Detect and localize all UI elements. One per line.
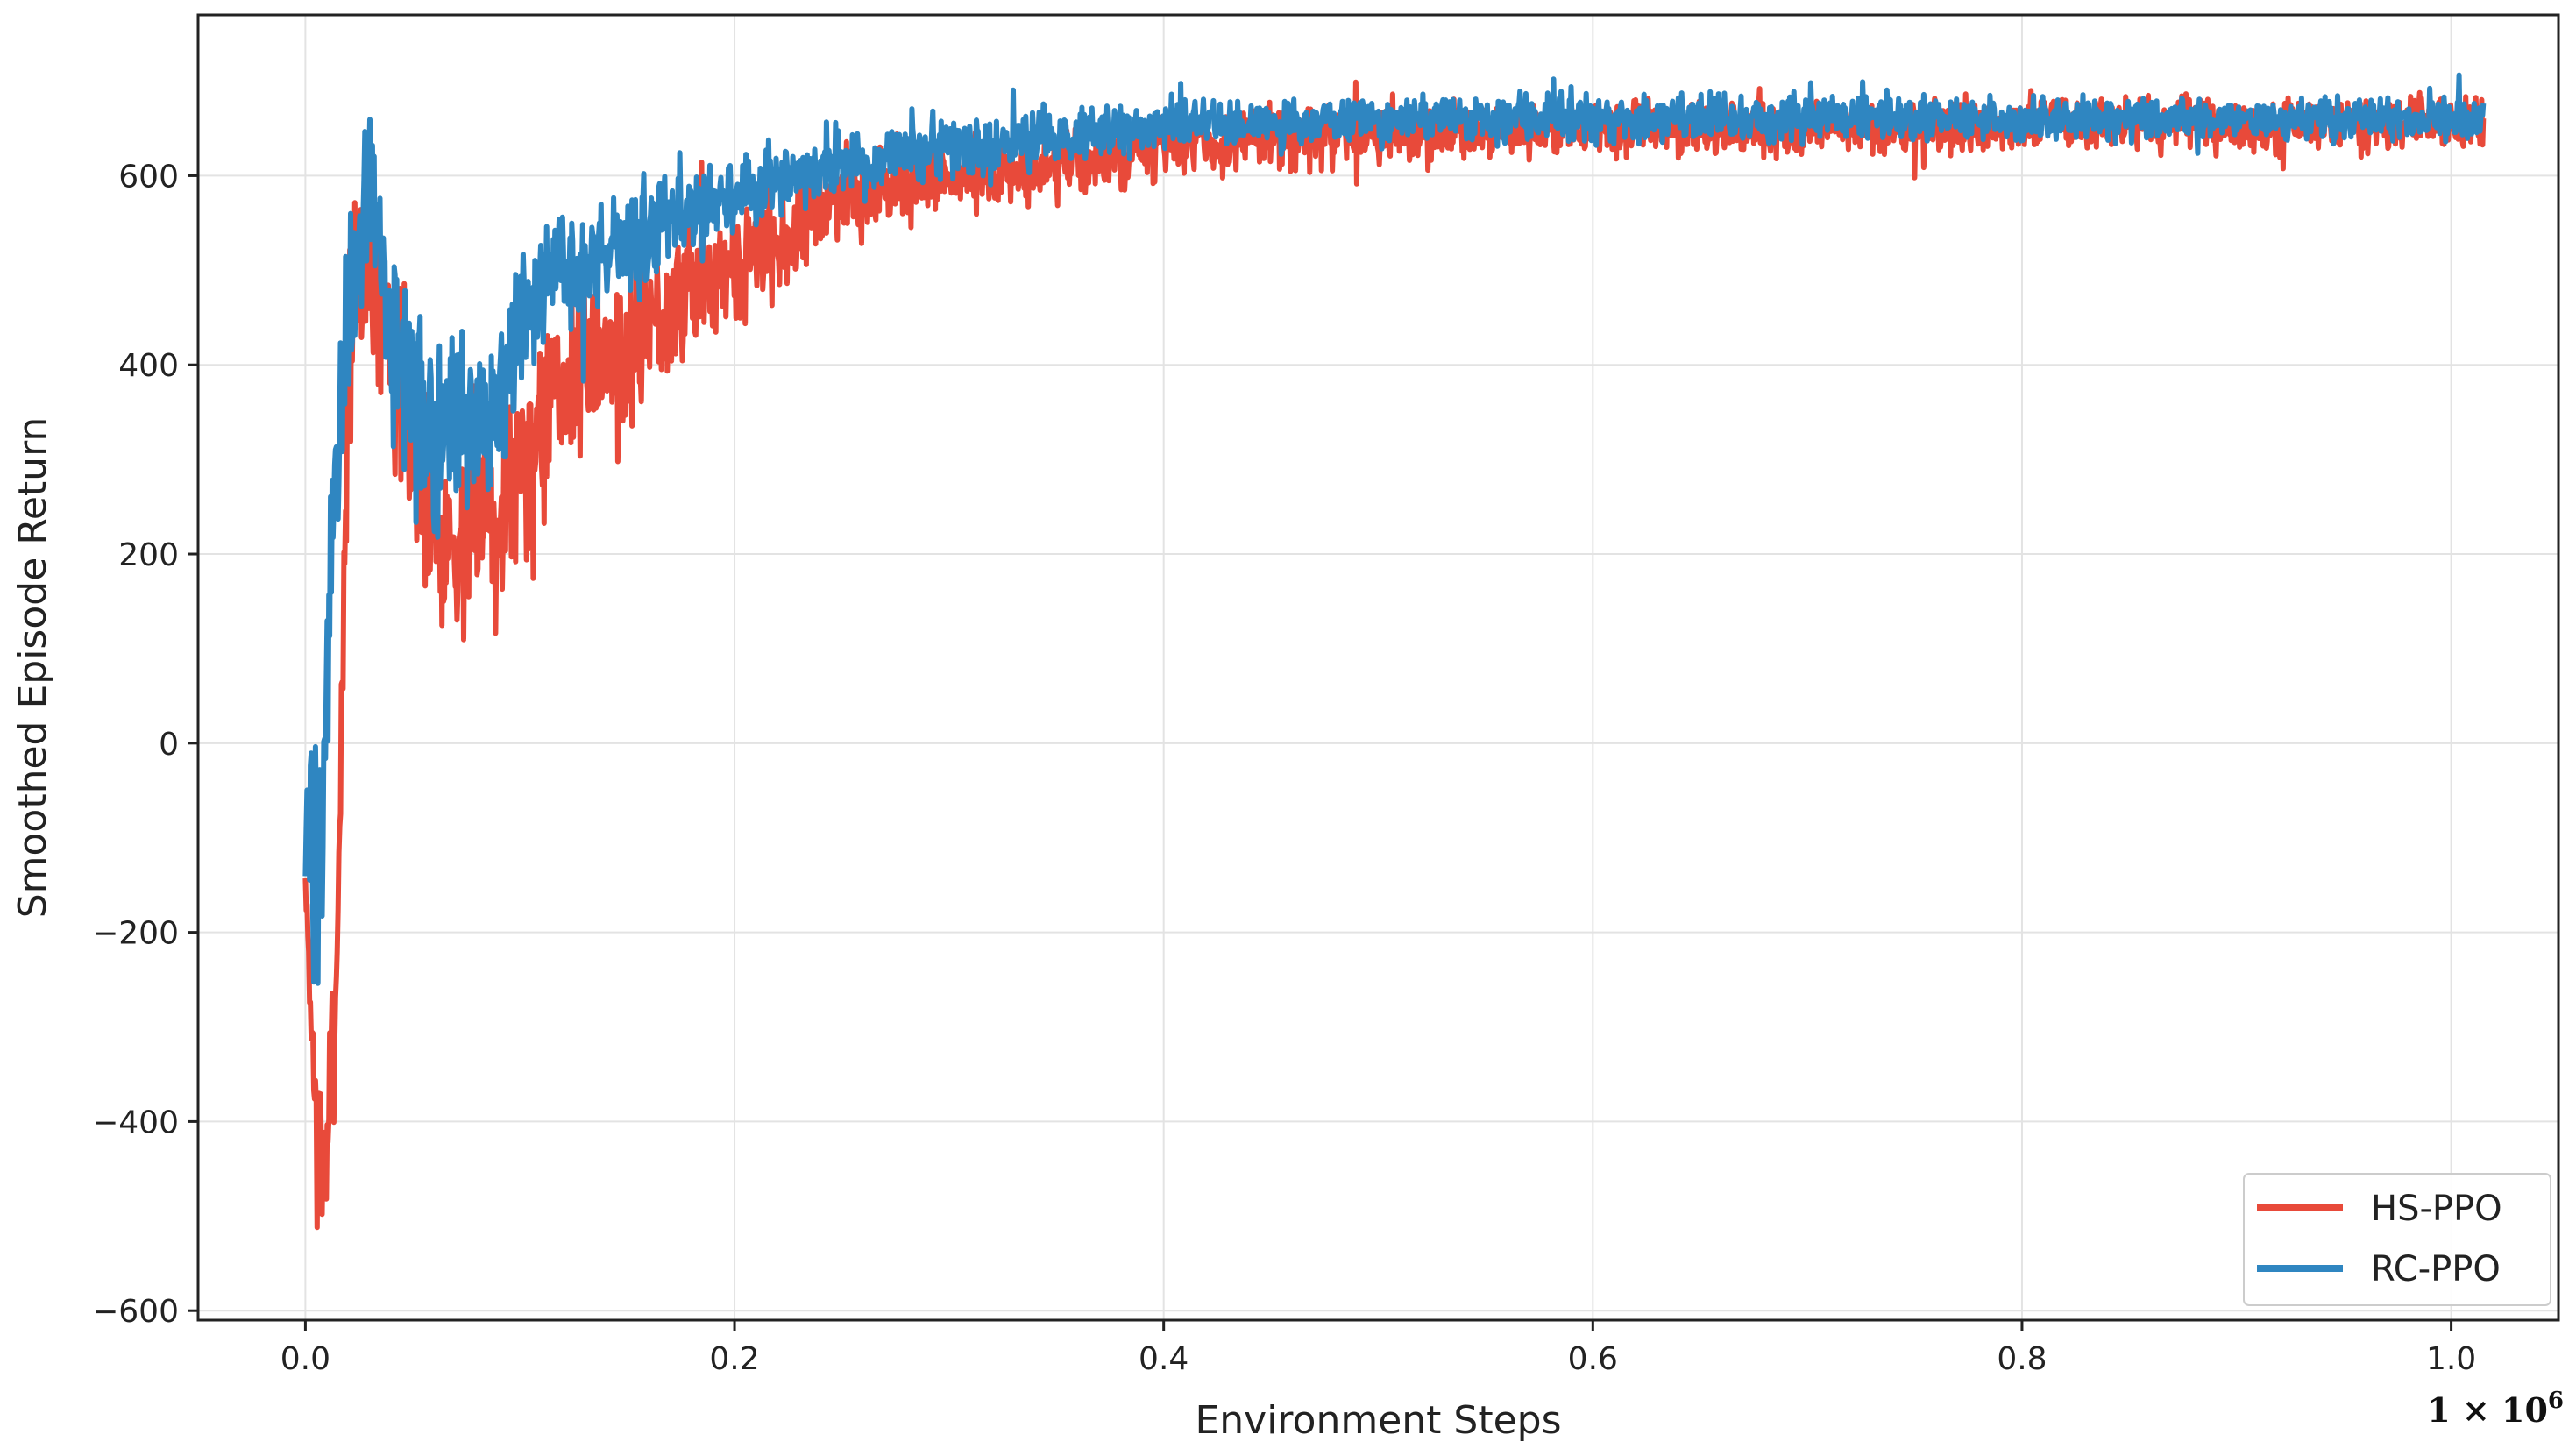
legend: HS-PPO RC-PPO (2243, 1173, 2551, 1306)
x-axis-multiplier: 1 × 106 (2427, 1388, 2564, 1430)
plot-frame (196, 13, 2560, 1322)
x-tick-label: 0.4 (1139, 1341, 1189, 1377)
x-axis-multiplier-exponent: 6 (2548, 1388, 2564, 1414)
x-tick-label: 0.2 (709, 1341, 759, 1377)
x-tick-label: 1.0 (2426, 1341, 2476, 1377)
y-tick-label: 0 (159, 727, 179, 763)
y-tick-label: 400 (118, 348, 179, 384)
x-tick-label: 0.6 (1568, 1341, 1618, 1377)
x-axis-label: Environment Steps (1195, 1398, 1561, 1443)
legend-label-hs-ppo: HS-PPO (2371, 1189, 2502, 1229)
x-tick-label: 0.0 (280, 1341, 330, 1377)
y-tick-label: 200 (118, 537, 179, 573)
legend-label-rc-ppo: RC-PPO (2371, 1249, 2501, 1289)
y-axis-ticks: −600 −400 −200 0 200 400 600 (92, 159, 198, 1330)
plot-lines (302, 72, 2487, 1231)
y-tick-label: 600 (118, 159, 179, 195)
y-axis-label: Smoothed Episode Return (11, 417, 55, 919)
x-axis-ticks: 0.0 0.2 0.4 0.6 0.8 1.0 (280, 1320, 2476, 1377)
y-tick-label: −400 (92, 1104, 179, 1140)
y-tick-label: −600 (92, 1294, 179, 1330)
x-axis-multiplier-base: 1 × 10 (2427, 1390, 2548, 1430)
y-tick-label: −200 (92, 916, 179, 952)
series-line-rc-ppo (302, 72, 2487, 986)
x-tick-label: 0.8 (1997, 1341, 2047, 1377)
